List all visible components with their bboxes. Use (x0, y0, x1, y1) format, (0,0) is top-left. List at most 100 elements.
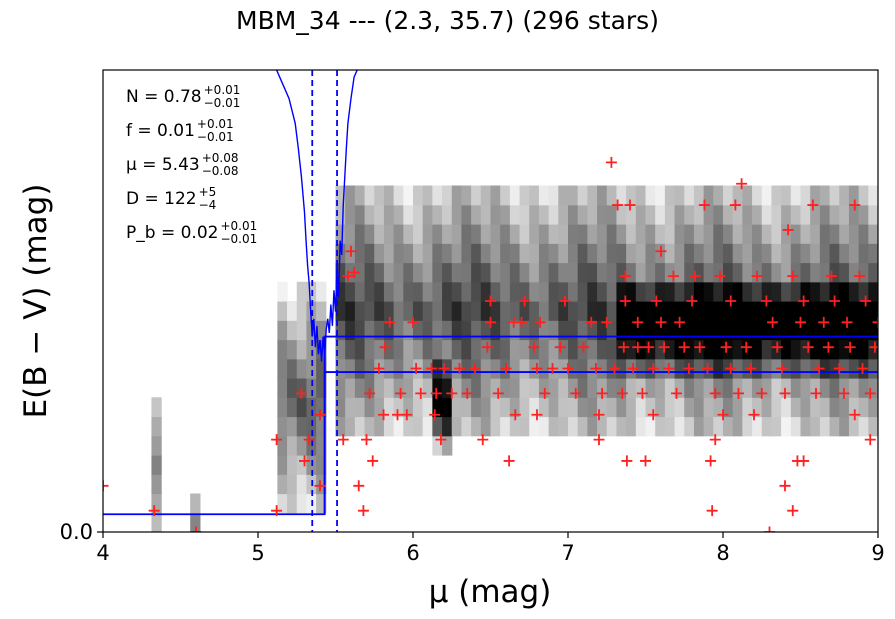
heatmap-cell (480, 281, 492, 302)
star-point (379, 341, 391, 353)
fit-annotation-upper-error: +0.01 (220, 219, 257, 233)
fit-annotation: μ = 5.43 (126, 155, 200, 175)
heatmap-cell (558, 320, 569, 341)
heatmap-cell (461, 358, 472, 379)
heatmap-cell (635, 243, 647, 264)
heatmap-cell (790, 416, 802, 437)
heatmap-cell (800, 320, 811, 341)
heatmap-cell (509, 339, 521, 360)
star-point (643, 341, 655, 353)
heatmap-cell (548, 262, 559, 283)
heatmap-cell (519, 224, 530, 244)
heatmap-cell (529, 224, 540, 244)
heatmap-cell (345, 204, 356, 225)
heatmap-cell (354, 320, 366, 341)
heatmap-cell (568, 397, 579, 418)
heatmap-cell (403, 262, 414, 283)
heatmap-cell (480, 185, 492, 206)
star-point (655, 245, 667, 257)
heatmap-cell (790, 397, 802, 418)
heatmap-cell (277, 416, 288, 437)
heatmap-cell (606, 204, 618, 225)
heatmap-cell (858, 262, 869, 283)
star-point (345, 245, 357, 257)
heatmap-cell (732, 243, 743, 264)
heatmap-cell (587, 339, 598, 360)
heatmap-cell (674, 243, 685, 264)
heatmap-cell (451, 281, 463, 302)
heatmap-cell (703, 185, 714, 206)
heatmap-cell (287, 397, 298, 418)
star-point (392, 409, 403, 421)
star-point (190, 526, 202, 532)
heatmap-cell (461, 262, 472, 283)
heatmap-cell (151, 474, 162, 495)
heatmap-cell (413, 262, 424, 283)
model-lines (103, 70, 878, 532)
heatmap-cell (684, 416, 695, 437)
heatmap-cell (790, 358, 802, 379)
heatmap-cell (848, 358, 860, 379)
heatmap-cell (335, 339, 346, 360)
fit-annotation: P_b = 0.02 (126, 223, 218, 243)
heatmap-cell (790, 204, 802, 225)
heatmap-cell (151, 493, 162, 514)
heatmap-cell (761, 281, 773, 302)
heatmap-cell (752, 416, 763, 437)
heatmap-cell (664, 262, 676, 283)
heatmap-cell (703, 339, 714, 360)
heatmap-cell (422, 397, 433, 418)
heatmap-cell (354, 397, 366, 418)
heatmap-cell (403, 320, 414, 341)
heatmap-cell (674, 358, 685, 379)
heatmap-cell (509, 416, 521, 437)
heatmap-cell (839, 185, 850, 206)
heatmap-cell (655, 301, 666, 321)
heatmap-cell (393, 378, 404, 398)
heatmap-cell (577, 204, 588, 225)
heatmap-cell (471, 281, 482, 302)
heatmap-cell (800, 378, 811, 398)
star-point (760, 295, 772, 307)
heatmap-cell (713, 243, 724, 264)
heatmap-cell (732, 224, 743, 244)
heatmap-cell (810, 320, 821, 341)
heatmap-cell (635, 204, 647, 225)
star-point (671, 387, 682, 399)
heatmap-cell (819, 416, 831, 437)
heatmap-cell (810, 224, 821, 244)
x-tick-label: 9 (871, 541, 884, 565)
heatmap-cell (374, 204, 385, 225)
heatmap-cell (848, 224, 860, 244)
heatmap-cell (606, 224, 618, 244)
heatmap-cell (296, 320, 308, 341)
heatmap-cell (742, 339, 753, 360)
heatmap-cell (742, 243, 753, 264)
heatmap-cell (374, 281, 385, 302)
star-point (554, 341, 566, 353)
heatmap-cell (354, 243, 366, 264)
heatmap-cell (800, 243, 811, 264)
heatmap-cell (742, 301, 753, 321)
heatmap-cell (374, 320, 385, 341)
star-point (853, 270, 865, 282)
star-point (616, 387, 628, 399)
y-axis-label: E(B − V) (mag) (18, 184, 54, 419)
star-point (492, 387, 504, 399)
star-point (748, 409, 760, 421)
heatmap-cell (684, 262, 695, 283)
heatmap-cell (693, 224, 705, 244)
star-point (461, 387, 473, 399)
heatmap-cell (655, 320, 666, 341)
heatmap-cell (664, 378, 676, 398)
heatmap-cell (316, 281, 327, 302)
heatmap-cell (277, 358, 288, 379)
star-point (605, 156, 617, 168)
heatmap-cell (335, 281, 346, 302)
heatmap-cell (461, 243, 472, 264)
heatmap-cell (713, 281, 724, 302)
star-point (601, 316, 613, 328)
heatmap-cell (819, 339, 831, 360)
heatmap-cell (781, 320, 792, 341)
star-point (779, 480, 791, 492)
